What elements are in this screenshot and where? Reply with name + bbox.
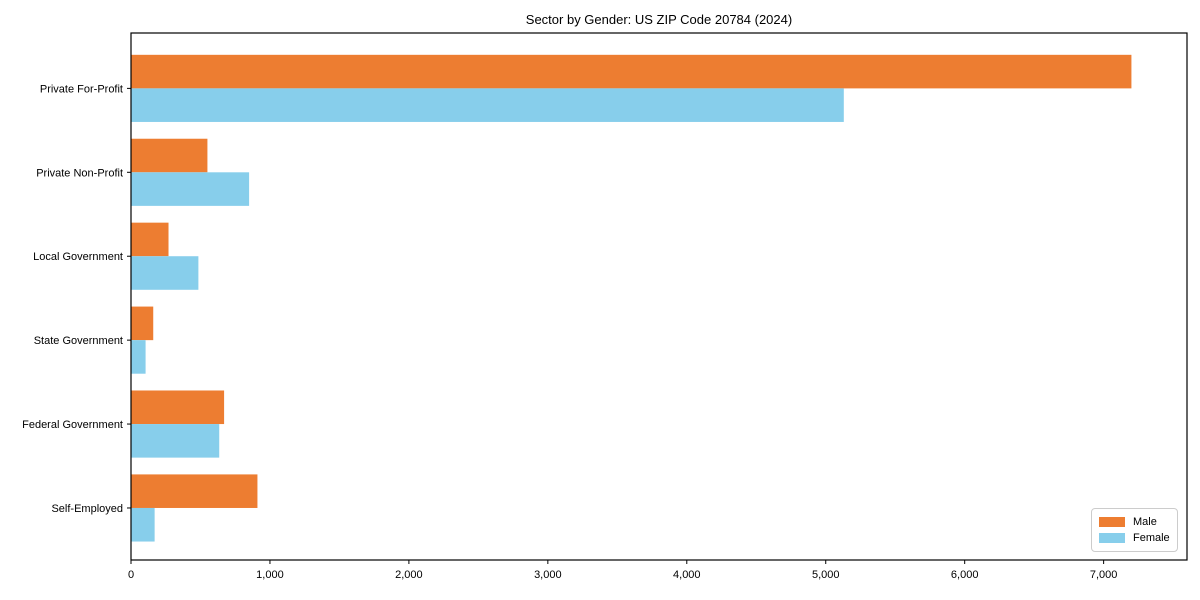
y-tick-label: Private Non-Profit — [36, 167, 123, 179]
y-tick-label: Local Government — [33, 251, 123, 263]
bar-female-5 — [131, 424, 220, 458]
bar-male-3 — [131, 222, 169, 257]
x-tick-label: 6,000 — [951, 569, 979, 581]
chart-legend: Male Female — [1091, 508, 1178, 552]
bar-female-4 — [131, 340, 146, 374]
y-tick-label: Self-Employed — [51, 503, 123, 515]
x-tick-label: 4,000 — [673, 569, 701, 581]
legend-label-male: Male — [1133, 515, 1157, 528]
x-tick-label: 5,000 — [812, 569, 840, 581]
bar-female-6 — [131, 507, 155, 542]
x-tick-label: 1,000 — [256, 569, 284, 581]
male-color-swatch — [1099, 516, 1125, 527]
x-tick-label: 7,000 — [1090, 569, 1118, 581]
female-color-swatch — [1099, 533, 1125, 544]
y-tick-label: Federal Government — [22, 419, 123, 431]
x-tick-label: 0 — [128, 569, 134, 581]
bar-male-1 — [131, 54, 1132, 89]
legend-label-female: Female — [1133, 532, 1170, 545]
legend-item-female: Female — [1099, 532, 1170, 544]
bar-male-2 — [131, 138, 208, 173]
bar-female-3 — [131, 256, 199, 290]
bar-male-4 — [131, 306, 154, 341]
bar-female-2 — [131, 172, 250, 206]
legend-item-male: Male — [1099, 516, 1170, 528]
y-tick-label: State Government — [34, 335, 123, 347]
bar-male-5 — [131, 390, 225, 425]
y-tick-label: Private For-Profit — [40, 83, 123, 95]
bar-male-6 — [131, 474, 258, 508]
x-tick-label: 2,000 — [395, 569, 423, 581]
bar-female-1 — [131, 88, 844, 122]
x-tick-label: 3,000 — [534, 569, 562, 581]
chart-title: Sector by Gender: US ZIP Code 20784 (202… — [525, 12, 793, 27]
plot-border — [130, 32, 1188, 561]
